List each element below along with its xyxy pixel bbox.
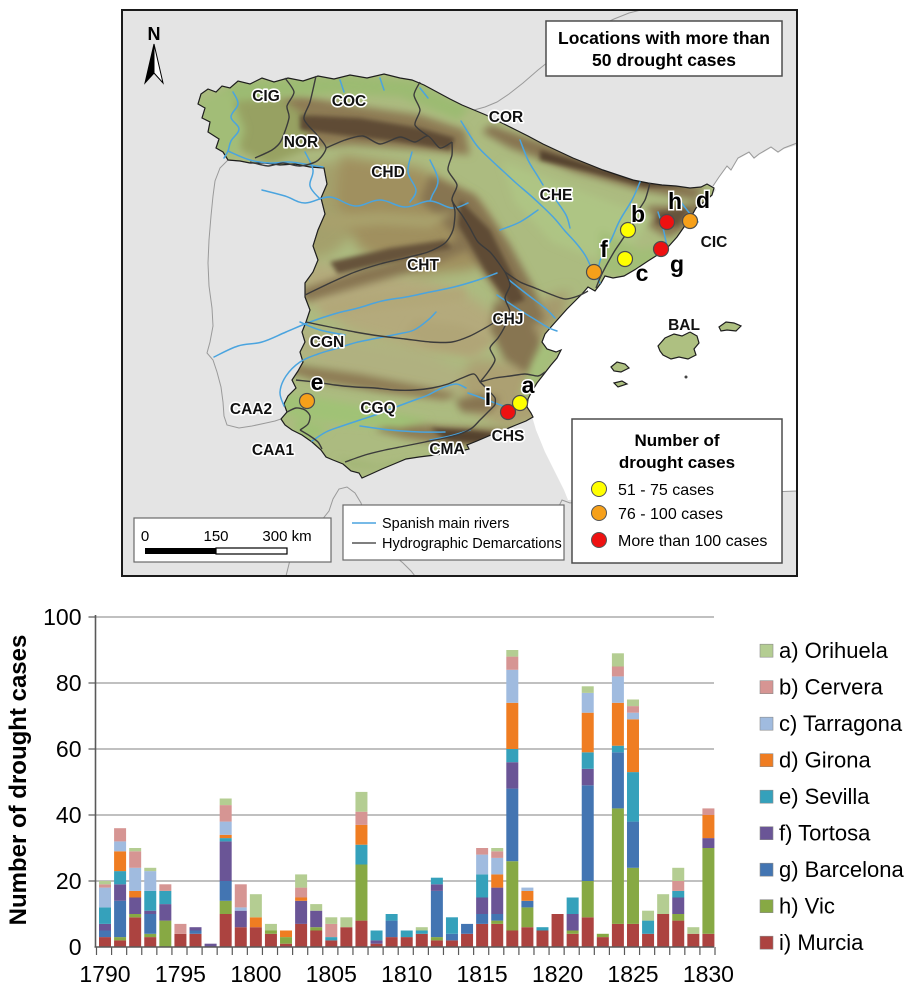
svg-text:c: c — [636, 260, 649, 286]
svg-text:76 - 100 cases: 76 - 100 cases — [618, 506, 723, 523]
svg-text:40: 40 — [56, 802, 82, 828]
svg-text:NOR: NOR — [284, 134, 318, 151]
svg-text:e: e — [311, 369, 324, 395]
svg-text:CHD: CHD — [371, 164, 405, 181]
svg-text:1795: 1795 — [155, 961, 206, 987]
svg-text:1815: 1815 — [457, 961, 508, 987]
svg-text:1800: 1800 — [230, 961, 281, 987]
svg-text:CAA1: CAA1 — [252, 442, 295, 459]
svg-text:Hydrographic Demarcations: Hydrographic Demarcations — [382, 536, 562, 552]
svg-text:h) Vic: h) Vic — [779, 894, 835, 919]
svg-text:1825: 1825 — [607, 961, 658, 987]
svg-text:50 drought cases: 50 drought cases — [592, 50, 736, 70]
svg-text:CGQ: CGQ — [360, 400, 395, 417]
svg-text:CHJ: CHJ — [492, 311, 523, 328]
svg-text:Number of drought cases: Number of drought cases — [5, 635, 32, 926]
svg-text:More than 100 cases: More than 100 cases — [618, 533, 767, 550]
svg-text:b: b — [631, 201, 645, 227]
svg-text:1830: 1830 — [683, 961, 734, 987]
svg-text:a: a — [522, 372, 535, 398]
svg-text:d: d — [696, 187, 710, 213]
svg-text:d) Girona: d) Girona — [779, 748, 871, 773]
svg-text:CIC: CIC — [701, 234, 728, 251]
svg-text:g) Barcelona: g) Barcelona — [779, 857, 905, 882]
svg-text:1810: 1810 — [381, 961, 432, 987]
svg-text:drought cases: drought cases — [619, 453, 735, 472]
svg-text:CHS: CHS — [492, 428, 525, 445]
svg-text:g: g — [670, 251, 684, 277]
svg-text:1790: 1790 — [79, 961, 130, 987]
svg-text:a) Orihuela: a) Orihuela — [779, 638, 889, 663]
svg-text:Number of: Number of — [635, 431, 720, 450]
svg-text:100: 100 — [43, 604, 81, 630]
svg-text:Locations with more than: Locations with more than — [558, 28, 770, 48]
svg-text:i: i — [485, 384, 491, 410]
svg-text:COC: COC — [332, 93, 366, 110]
svg-text:80: 80 — [56, 670, 82, 696]
svg-text:CAA2: CAA2 — [230, 401, 272, 418]
svg-text:f: f — [600, 236, 608, 262]
svg-text:300 km: 300 km — [262, 528, 311, 545]
svg-text:0: 0 — [69, 934, 82, 960]
svg-text:60: 60 — [56, 736, 82, 762]
svg-text:20: 20 — [56, 868, 82, 894]
svg-text:CGN: CGN — [310, 334, 344, 351]
svg-text:f) Tortosa: f) Tortosa — [779, 821, 871, 846]
svg-text:b) Cervera: b) Cervera — [779, 675, 884, 700]
svg-text:51 - 75 cases: 51 - 75 cases — [618, 482, 714, 499]
svg-text:Spanish main rivers: Spanish main rivers — [382, 516, 509, 532]
svg-text:1820: 1820 — [532, 961, 583, 987]
svg-text:150: 150 — [203, 528, 228, 545]
svg-text:i) Murcia: i) Murcia — [779, 930, 864, 955]
svg-text:CMA: CMA — [429, 441, 464, 458]
svg-text:h: h — [668, 188, 682, 214]
svg-text:0: 0 — [141, 528, 149, 545]
svg-text:c) Tarragona: c) Tarragona — [779, 711, 903, 736]
svg-text:COR: COR — [489, 109, 523, 126]
svg-text:CHT: CHT — [407, 257, 439, 274]
svg-text:BAL: BAL — [668, 317, 700, 334]
svg-text:CIG: CIG — [252, 88, 280, 105]
svg-text:N: N — [148, 24, 161, 44]
svg-text:1805: 1805 — [306, 961, 357, 987]
svg-text:e) Sevilla: e) Sevilla — [779, 784, 870, 809]
svg-text:CHE: CHE — [540, 187, 573, 204]
